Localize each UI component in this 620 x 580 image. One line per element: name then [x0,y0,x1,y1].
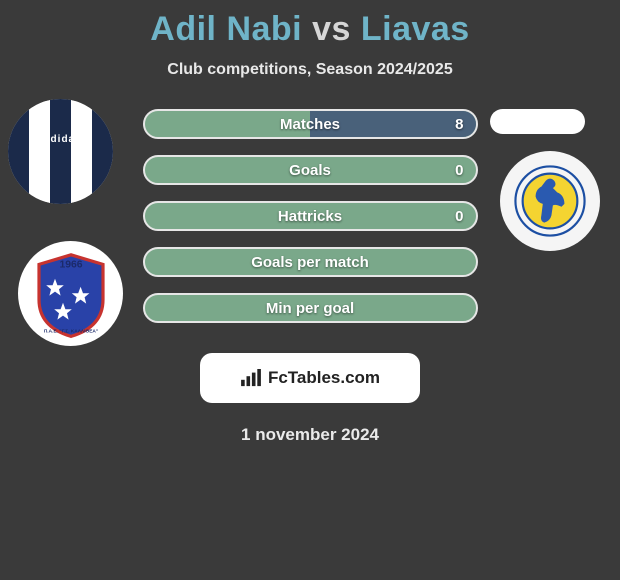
crest-left: 1966 Π.Α.Ε. "Γ.Σ. ΚΑΛΛΙΘΕΑ" [18,241,123,346]
brand-box[interactable]: FcTables.com [200,353,420,403]
stat-label: Goals per match [251,254,369,271]
player-right-photo-placeholder [490,109,585,134]
stat-value-right: 8 [455,116,463,133]
stat-value-right: 0 [455,208,463,225]
comparison-title: Adil Nabi vs Liavas [0,0,620,49]
stat-bar-goals-per-match: Goals per match [143,247,478,277]
stat-bar-hattricks: Hattricks 0 [143,201,478,231]
date-line: 1 november 2024 [0,425,620,445]
stat-bars: Matches 8 Goals 0 Hattricks 0 Goals per match M… [143,109,478,323]
kit-stripes [8,99,113,204]
stat-label: Min per goal [266,300,354,317]
svg-text:Π.Α.Ε. "Γ.Σ. ΚΑΛΛΙΘΕΑ": Π.Α.Ε. "Γ.Σ. ΚΑΛΛΙΘΕΑ" [43,328,97,334]
stat-label: Goals [289,162,331,179]
title-player1: Adil Nabi [150,10,302,48]
main-layout: adidas 1966 Π.Α.Ε. "Γ.Σ. ΚΑΛΛΙΘΕΑ" Match… [0,109,620,323]
brand-text: FcTables.com [268,368,380,388]
kit-brand-text: adidas [44,134,82,145]
stat-bar-matches: Matches 8 [143,109,478,139]
player-left-photo: adidas [8,99,113,204]
crest-left-svg: 1966 Π.Α.Ε. "Γ.Σ. ΚΑΛΛΙΘΕΑ" [31,249,111,339]
crest-right-svg [514,165,586,237]
stat-bar-min-per-goal: Min per goal [143,293,478,323]
title-player2: Liavas [361,10,470,48]
stat-label: Hattricks [278,208,342,225]
crest-right [500,151,600,251]
stat-bar-goals: Goals 0 [143,155,478,185]
subtitle: Club competitions, Season 2024/2025 [0,61,620,79]
bar-chart-icon [240,369,262,387]
svg-text:1966: 1966 [59,259,82,270]
stat-value-right: 0 [455,162,463,179]
stat-label: Matches [280,116,340,133]
title-vs: vs [312,10,351,48]
